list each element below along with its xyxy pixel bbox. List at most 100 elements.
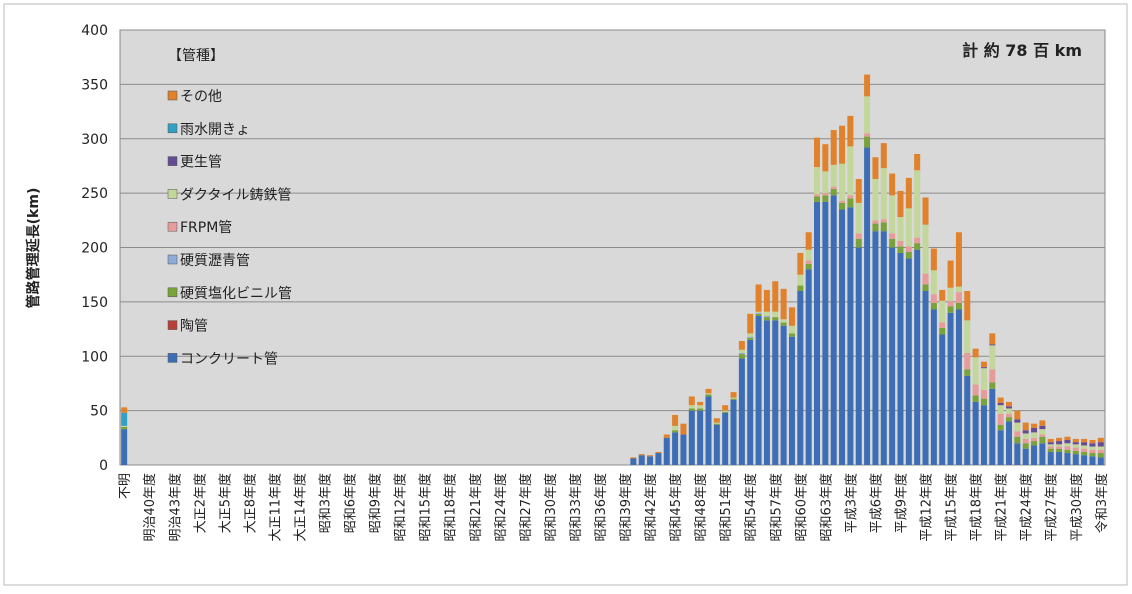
x-tick-label: 昭和36年度	[593, 473, 609, 542]
bar-segment	[680, 423, 687, 435]
bar-segment	[922, 224, 929, 274]
x-tick-label: 平成21年度	[994, 473, 1010, 542]
bar-segment	[697, 408, 704, 411]
legend-label: 陶管	[180, 319, 208, 335]
bar-segment	[1089, 443, 1096, 447]
bar-segment	[722, 412, 729, 465]
bar-segment	[1097, 446, 1104, 450]
annotation: 計 約 78 百 km	[962, 41, 1082, 60]
bar-segment	[822, 195, 829, 202]
bar-segment	[1014, 419, 1021, 423]
bar-segment	[839, 125, 846, 164]
bar-segment	[889, 238, 896, 248]
bar-segment	[713, 423, 720, 425]
bar-segment	[730, 399, 737, 465]
x-tick-label: 昭和54年度	[743, 473, 759, 542]
bar-segment	[1072, 454, 1079, 465]
bar-segment	[839, 202, 846, 210]
bar-segment	[688, 410, 695, 465]
bar-segment	[1072, 444, 1079, 448]
x-tick-label: 平成18年度	[969, 473, 985, 542]
bar-segment	[955, 309, 962, 465]
bar-segment	[855, 247, 862, 465]
bar-segment	[763, 289, 770, 312]
bar-segment	[972, 395, 979, 402]
bar-segment	[1031, 441, 1038, 446]
bar-segment	[947, 260, 954, 288]
bar-segment	[964, 320, 971, 353]
x-tick-label: 昭和12年度	[393, 473, 409, 542]
legend-swatch	[167, 189, 178, 199]
bar-segment	[1064, 439, 1071, 444]
bar-segment	[864, 96, 871, 134]
bar-segment	[855, 202, 862, 234]
x-tick-label: 令和3年度	[1094, 473, 1110, 533]
bar-segment	[755, 313, 762, 317]
bar-segment	[1081, 442, 1088, 446]
bar-segment	[647, 456, 654, 465]
x-tick-label: 平成30年度	[1069, 473, 1085, 542]
bar-segment	[688, 396, 695, 406]
bar-segment	[864, 74, 871, 97]
bar-segment	[1006, 413, 1013, 418]
legend-swatch	[167, 254, 178, 265]
bar-segment	[980, 389, 987, 399]
x-tick-label: 昭和51年度	[718, 473, 734, 542]
bar-segment	[955, 232, 962, 287]
bar-segment	[730, 398, 737, 400]
legend-label: FRPM管	[180, 220, 232, 236]
bar-segment	[914, 153, 921, 171]
bar-segment	[1089, 439, 1096, 444]
bar-segment	[747, 313, 754, 334]
bar-segment	[1072, 438, 1079, 443]
bar-segment	[955, 302, 962, 310]
bar-segment	[1089, 456, 1096, 465]
bar-segment	[814, 167, 821, 195]
bar-segment	[1031, 428, 1038, 433]
bar-segment	[872, 223, 879, 232]
bar-segment	[989, 369, 996, 383]
bar-segment	[755, 316, 762, 465]
bar-segment	[1031, 423, 1038, 429]
bar-segment	[738, 352, 745, 355]
bar-segment	[1097, 453, 1104, 458]
bar-segment	[922, 197, 929, 225]
bar-segment	[121, 412, 128, 426]
x-tick-label: 大正11年度	[267, 473, 283, 542]
bar-segment	[1006, 421, 1013, 465]
bar-segment	[780, 325, 787, 465]
bar-segment	[805, 263, 812, 270]
x-tick-label: 昭和39年度	[618, 473, 634, 542]
bar-segment	[1081, 445, 1088, 449]
bar-segment	[872, 231, 879, 465]
x-tick-label: 大正2年度	[192, 473, 208, 533]
bar-segment	[889, 247, 896, 465]
bar-segment	[997, 424, 1004, 431]
x-tick-label: 昭和3年度	[318, 473, 334, 533]
bar-segment	[830, 130, 837, 165]
bar-segment	[955, 292, 962, 303]
bar-segment	[1014, 431, 1021, 437]
bar-segment	[1089, 453, 1096, 457]
bar-segment	[955, 286, 962, 293]
x-tick-label: 昭和45年度	[668, 473, 684, 542]
bar-segment	[997, 405, 1004, 414]
bar-segment	[672, 414, 679, 426]
bar-segment	[914, 243, 921, 250]
x-tick-label: 大正5年度	[217, 473, 233, 533]
legend-swatch	[167, 156, 178, 166]
bar-segment	[672, 432, 679, 465]
legend-label: その他	[180, 89, 222, 105]
bar-segment	[889, 233, 896, 239]
bar-segment	[1081, 448, 1088, 452]
bar-segment	[722, 405, 729, 411]
bar-segment	[1089, 446, 1096, 450]
bar-segment	[914, 249, 921, 465]
bar-segment	[847, 195, 854, 199]
bar-segment	[805, 260, 812, 264]
x-tick-label: 昭和21年度	[468, 473, 484, 542]
bar-segment	[780, 322, 787, 326]
bar-segment	[1014, 436, 1021, 444]
bar-segment	[905, 208, 912, 247]
